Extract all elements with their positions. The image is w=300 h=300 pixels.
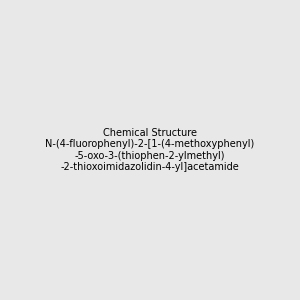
- Text: Chemical Structure
N-(4-fluorophenyl)-2-[1-(4-methoxyphenyl)
-5-oxo-3-(thiophen-: Chemical Structure N-(4-fluorophenyl)-2-…: [45, 128, 255, 172]
